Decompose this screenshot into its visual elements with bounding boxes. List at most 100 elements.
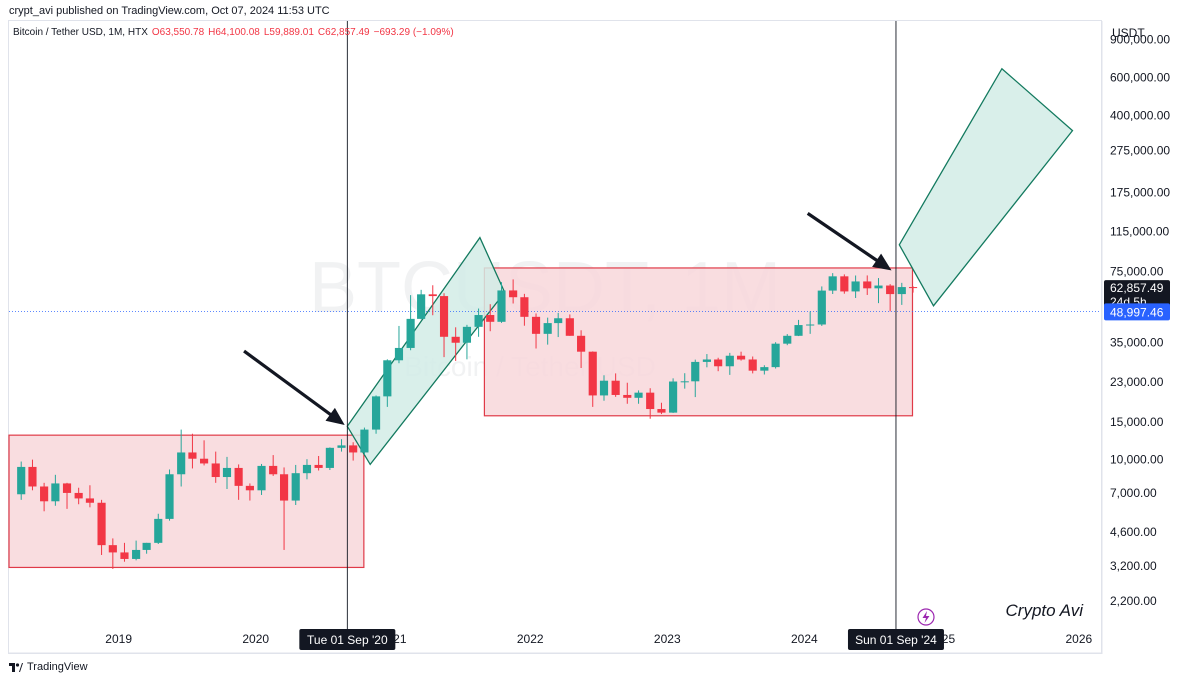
candle [897, 282, 906, 305]
candle [702, 354, 711, 368]
candle-body [702, 359, 711, 362]
arrows-layer [243, 212, 892, 425]
candle-body [417, 294, 426, 319]
legend-low: L59,889.01 [263, 27, 314, 38]
range-box-1 [8, 434, 365, 569]
candle-body [657, 409, 666, 413]
candle [211, 451, 220, 483]
candle-body [337, 445, 346, 448]
candle-body [714, 359, 723, 367]
range-box-2 [483, 267, 914, 417]
price-tick-label: 275,000.00 [1110, 143, 1170, 157]
candle [51, 474, 60, 506]
candle-body [725, 355, 734, 367]
time-highlight-label: Tue 01 Sep '20 [307, 633, 388, 647]
candle [509, 279, 518, 304]
lightning-icon[interactable] [917, 608, 935, 626]
vertical-lines-layer [9, 21, 1101, 650]
price-axis-unit: USDT [1112, 26, 1145, 40]
price-tick-label: 23,000.00 [1110, 375, 1164, 389]
current-price-tag [1104, 280, 1170, 311]
candle [257, 463, 266, 495]
candle-body [851, 281, 860, 292]
candle-body [760, 367, 769, 371]
candle-body [62, 483, 72, 493]
candle-body [360, 429, 369, 453]
price-tick-label: 600,000.00 [1110, 71, 1170, 85]
candle [188, 433, 197, 469]
candle [120, 542, 129, 562]
candle-body [497, 290, 506, 322]
candle-body [863, 281, 872, 289]
signature: Crypto Avi [1006, 601, 1085, 620]
candle-body [531, 316, 541, 334]
current-price-label: 62,857.49 [1110, 281, 1164, 295]
time-tick-label: 2019 [105, 632, 132, 646]
arrow-2 [806, 212, 892, 271]
channel-2 [898, 67, 1074, 307]
candle-body [439, 296, 449, 337]
candle-body [840, 276, 849, 292]
candle [108, 538, 117, 569]
candle [565, 314, 574, 336]
candle [669, 378, 678, 413]
time-axis[interactable]: 20192020202120222023202420252026Tue 01 S… [8, 629, 1102, 654]
candle-body [222, 467, 232, 478]
candle-body [451, 336, 460, 343]
price-tick-label: 7,000.00 [1110, 486, 1157, 500]
candle-body [611, 380, 620, 395]
candle [736, 351, 746, 361]
candle-body [428, 294, 437, 297]
candle [908, 286, 918, 293]
candle [588, 351, 597, 407]
candle [817, 286, 826, 326]
candle [794, 319, 803, 337]
candle-body [269, 465, 278, 475]
candle-body [474, 315, 483, 327]
candle [222, 456, 232, 490]
candle [165, 469, 174, 521]
candle [132, 540, 141, 561]
candle [17, 461, 26, 500]
candle-body [394, 347, 404, 361]
time-highlight-label: Sun 01 Sep '24 [855, 633, 937, 647]
candle [531, 313, 541, 349]
candle [714, 357, 723, 372]
candle [462, 324, 472, 360]
candle [302, 459, 312, 480]
candle-body [886, 285, 895, 295]
price-tick-label: 4,600.00 [1110, 525, 1157, 539]
footer: TradingView [9, 661, 88, 673]
candle-body [165, 474, 174, 519]
candle-body [406, 318, 415, 348]
time-tick-label: 2026 [1065, 632, 1092, 646]
tradingview-logo-icon [9, 662, 23, 672]
candle [840, 274, 849, 294]
candle-body [383, 360, 392, 397]
candle [200, 440, 209, 466]
candle [623, 382, 632, 404]
candle [748, 356, 757, 374]
footer-brand: TradingView [27, 661, 88, 673]
candle-body [28, 466, 37, 487]
crosshair-price-label: 48,997.46 [1110, 305, 1164, 319]
legend-high: H64,100.08 [208, 27, 260, 38]
candle [520, 293, 529, 326]
candle [360, 427, 369, 455]
candle-body [646, 392, 655, 410]
candle-body [680, 381, 689, 383]
candle-body [177, 452, 186, 475]
candle [474, 308, 483, 337]
price-tick-label: 400,000.00 [1110, 108, 1170, 122]
candle-body [817, 290, 826, 325]
ohlc-legend: Bitcoin / Tether USD, 1M, HTX O63,550.78 H… [13, 27, 454, 38]
candle [406, 295, 415, 351]
candle-body [97, 502, 106, 546]
candle-body [828, 276, 837, 291]
candle [62, 482, 72, 509]
candle [771, 342, 780, 369]
legend-symbol: Bitcoin / Tether USD, 1M, HTX [13, 27, 148, 38]
candle-body [371, 396, 381, 430]
